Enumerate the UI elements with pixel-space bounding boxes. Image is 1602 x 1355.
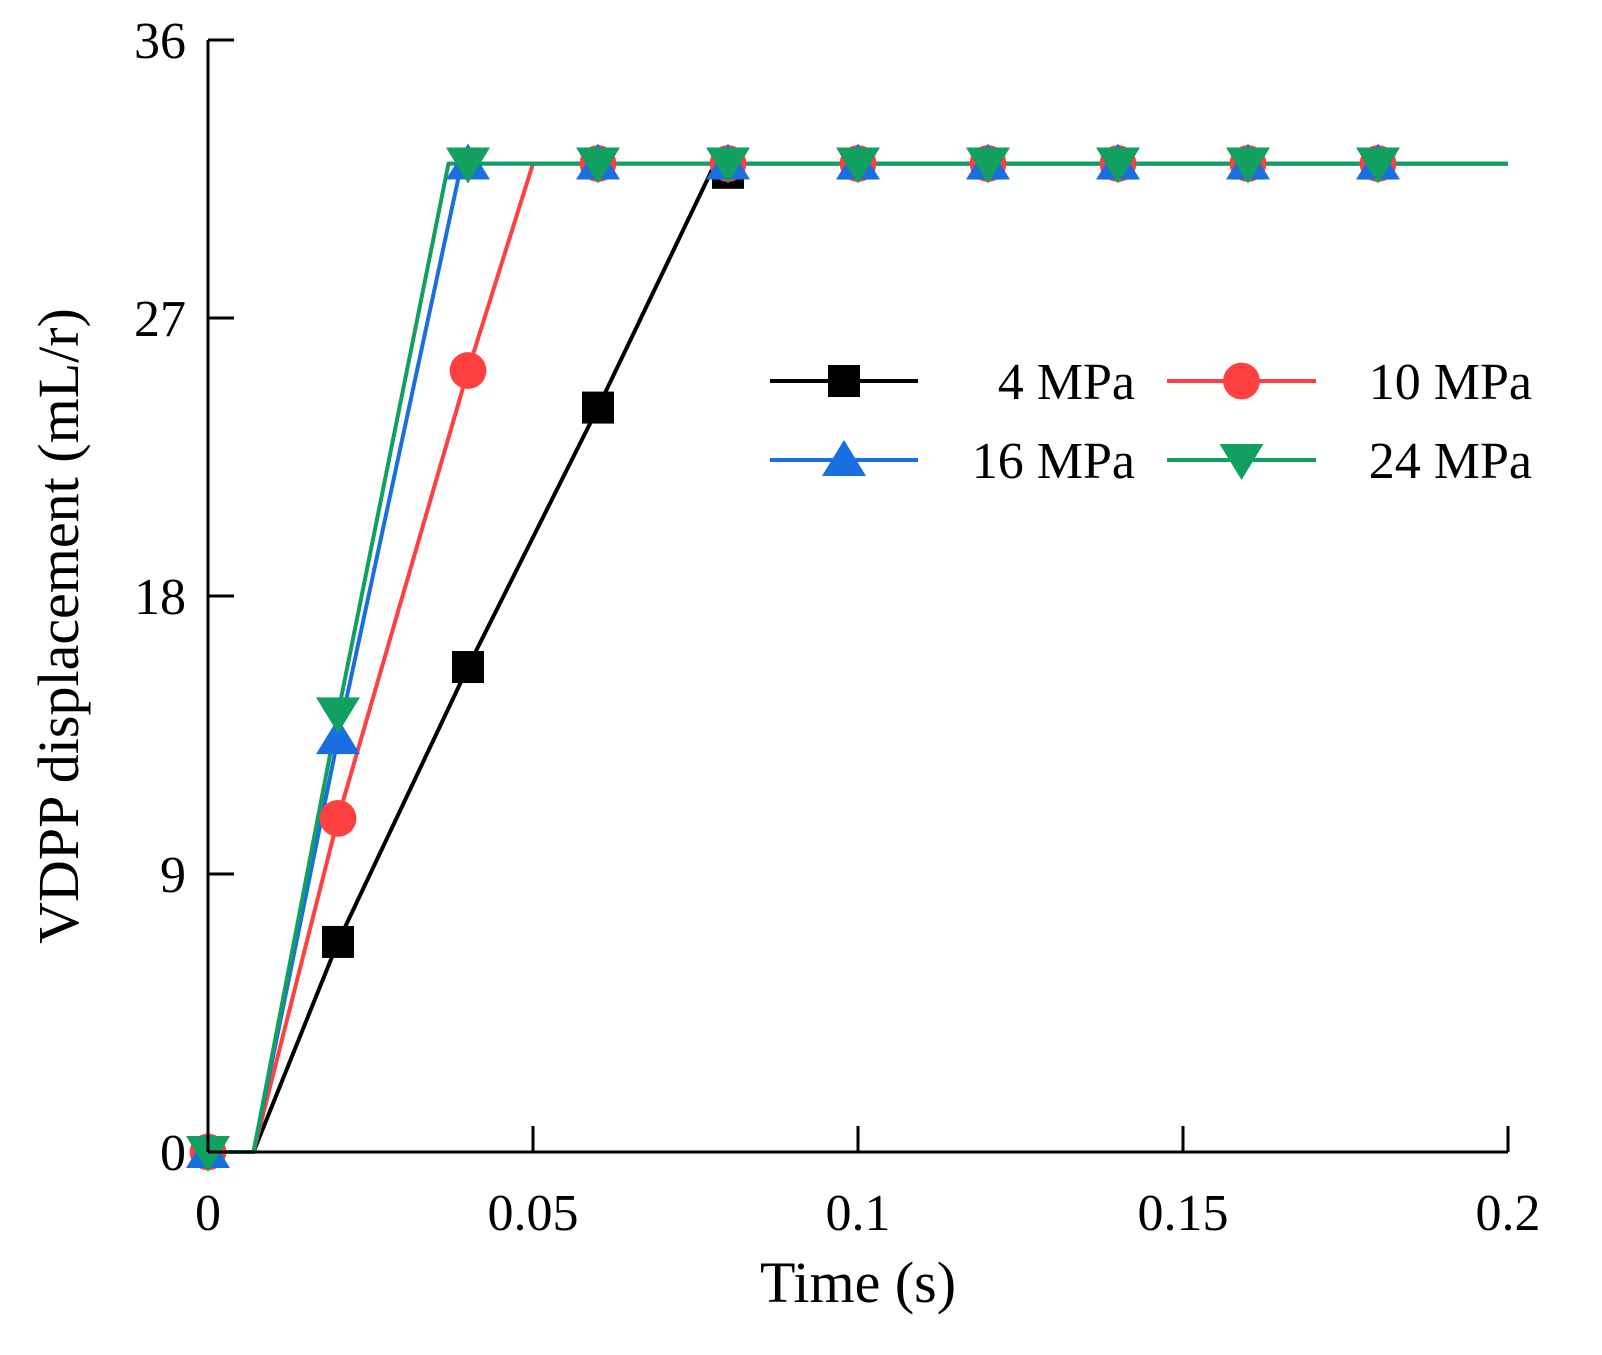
series-1-point: [452, 651, 484, 684]
series-4-point: [186, 1136, 230, 1172]
series-2-point: [449, 352, 487, 389]
series-4-point: [836, 147, 880, 184]
x-tick-label: 0: [195, 1185, 221, 1242]
y-tick-label: 27: [134, 291, 186, 348]
plot-lines: [208, 161, 1508, 1154]
series-line-3: [208, 161, 1508, 1154]
series-4-point: [966, 147, 1010, 184]
series-2-point: [319, 800, 357, 837]
legend-label: 4 MPa: [998, 354, 1135, 411]
legend-label: 24 MPa: [1369, 433, 1532, 490]
x-tick-label: 0.2: [1476, 1185, 1541, 1242]
series-3-point: [316, 718, 360, 755]
series-line-1: [208, 161, 1508, 1154]
x-tick-label: 0.05: [488, 1185, 579, 1242]
series-4-point: [706, 147, 750, 184]
plot-markers: [186, 143, 1400, 1172]
x-tick-label: 0.15: [1138, 1185, 1229, 1242]
series-line-4: [208, 161, 1508, 1154]
series-4-point: [576, 147, 620, 184]
series-4-point: [316, 697, 360, 734]
series-1-point: [582, 391, 614, 424]
y-tick-label: 18: [134, 569, 186, 626]
series-line-2: [208, 161, 1508, 1154]
legend-marker: [1219, 444, 1264, 480]
y-axis-title: VDPP displacement (mL/r): [26, 308, 91, 944]
legend-marker: [828, 365, 860, 397]
y-tick-label: 0: [160, 1125, 186, 1182]
tick-labels: 0 0.05 0.1 0.15 0.2 0 9 18 27 36: [134, 13, 1541, 1242]
x-tick-label: 0.1: [826, 1185, 891, 1242]
legend: 4 MPa 10 MPa 16 MPa 24 MPa: [770, 354, 1532, 490]
x-axis-title: Time (s): [760, 1250, 956, 1315]
legend-marker: [822, 440, 866, 476]
series-4-point: [1096, 147, 1140, 184]
legend-label: 16 MPa: [972, 433, 1135, 490]
axes: [206, 38, 1510, 1154]
y-tick-label: 36: [134, 13, 186, 70]
series-4-point: [1356, 147, 1400, 184]
legend-label: 10 MPa: [1369, 354, 1532, 411]
series-4-point: [1226, 147, 1270, 184]
series-4-point: [446, 147, 490, 184]
legend-marker: [1223, 362, 1260, 400]
y-tick-label: 9: [160, 847, 186, 904]
series-1-point: [322, 925, 354, 958]
